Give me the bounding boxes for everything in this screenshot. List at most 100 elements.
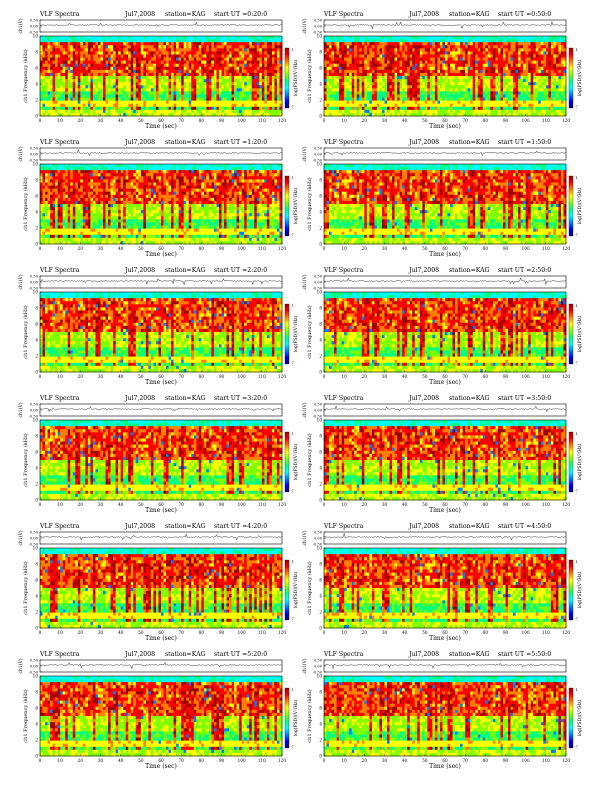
spectrogram-cell xyxy=(412,98,415,101)
spectrogram-cell xyxy=(332,70,335,73)
spectrogram-cell xyxy=(98,85,101,88)
spectrogram-cell xyxy=(372,70,375,73)
spectrogram-cell xyxy=(113,107,116,110)
spectrogram-cell xyxy=(420,76,423,79)
spectrogram-cell xyxy=(166,70,169,73)
spectrogram-cell xyxy=(359,73,362,76)
spectrogram-cell xyxy=(387,70,390,73)
spectrogram-cell xyxy=(249,110,252,113)
spectrogram-cell xyxy=(455,39,458,42)
spectrogram-cell xyxy=(470,107,473,110)
spectrogram-cell xyxy=(364,91,367,94)
spectrogram-cell xyxy=(453,107,456,110)
spectrogram-cell xyxy=(85,82,88,85)
spectrogram-cell xyxy=(453,98,456,101)
spectrogram-cell xyxy=(387,54,390,57)
spectrogram-cell xyxy=(179,61,182,64)
spectrogram-cell xyxy=(161,45,164,48)
spectrogram-cell xyxy=(493,61,496,64)
spectrogram-cell xyxy=(422,85,425,88)
spectrogram-cell xyxy=(374,107,377,110)
spectrogram-cell xyxy=(551,101,554,104)
colorbar-tick-bottom: -7 xyxy=(291,105,294,109)
spectrogram-cell xyxy=(453,58,456,61)
spectrogram-cell xyxy=(430,48,433,51)
spectrogram-cell xyxy=(211,76,214,79)
spectrogram-cell xyxy=(264,64,267,67)
spectrogram-cell xyxy=(334,91,337,94)
spectrogram-cell xyxy=(541,88,544,91)
spectrogram-cell xyxy=(432,82,435,85)
spectrogram-cell xyxy=(65,42,68,45)
spectrogram-cell xyxy=(485,39,488,42)
spectrogram-cell xyxy=(95,110,98,113)
spectrogram-cell xyxy=(516,61,519,64)
spectrogram-cell xyxy=(332,98,335,101)
spectrogram-cell xyxy=(189,61,192,64)
spectrogram-cell xyxy=(174,76,177,79)
spectrogram-cell xyxy=(400,88,403,91)
spectrogram-cell xyxy=(442,51,445,54)
spectrogram-cell xyxy=(199,64,202,67)
spectrogram-cell xyxy=(73,104,76,107)
spectrogram-cell xyxy=(277,67,280,70)
spectrogram-cell xyxy=(73,42,76,45)
spectrogram-cell xyxy=(259,107,262,110)
spectrogram-cell xyxy=(85,54,88,57)
spectrogram-cell xyxy=(219,61,222,64)
spectrogram-cell xyxy=(485,70,488,73)
spectrogram-cell xyxy=(402,36,405,39)
spectrogram-cell xyxy=(506,107,509,110)
spectrogram-cell xyxy=(164,67,167,70)
spectrogram-cell xyxy=(43,88,46,91)
spectrogram-cell xyxy=(490,70,493,73)
spectrogram-cell xyxy=(191,48,194,51)
spectrogram-cell xyxy=(490,48,493,51)
spectrogram-cell xyxy=(493,42,496,45)
spectrogram-cell xyxy=(392,42,395,45)
spectrogram-cell xyxy=(126,94,129,97)
spectrogram-cell xyxy=(80,98,83,101)
spectrogram-cell xyxy=(184,107,187,110)
spectrogram-cell xyxy=(536,79,539,82)
spectrogram-cell xyxy=(174,88,177,91)
spectrogram-cell xyxy=(176,54,179,57)
spectrogram-cell xyxy=(169,54,172,57)
spectrogram-cell xyxy=(548,45,551,48)
spectrogram-cell xyxy=(252,45,255,48)
spectrogram-cell xyxy=(247,88,250,91)
spectrogram-cell xyxy=(420,67,423,70)
spectrogram-cell xyxy=(377,104,380,107)
spectrogram-cell xyxy=(392,107,395,110)
spectrogram-cell xyxy=(128,42,131,45)
spectrogram-cell xyxy=(153,107,156,110)
spectrogram-cell xyxy=(506,98,509,101)
spectrogram-cell xyxy=(556,67,559,70)
spectrogram-cell xyxy=(518,94,521,97)
spectrogram-cell xyxy=(274,48,277,51)
spectrogram-cell xyxy=(400,76,403,79)
spectrogram-cell xyxy=(460,107,463,110)
spectrogram-cell xyxy=(106,79,109,82)
spectrogram-cell xyxy=(387,88,390,91)
spectrogram-cell xyxy=(111,101,114,104)
spectrogram-cell xyxy=(354,76,357,79)
spectrogram-cell xyxy=(556,70,559,73)
spectrogram-cell xyxy=(402,51,405,54)
spectrogram-cell xyxy=(362,85,365,88)
spectrogram-cell xyxy=(475,54,478,57)
spectrogram-cell xyxy=(521,54,524,57)
spectrogram-cell xyxy=(211,48,214,51)
spectrogram-cell xyxy=(473,88,476,91)
spectrogram-cell xyxy=(390,70,393,73)
spectrogram-cell xyxy=(184,67,187,70)
spectrogram-cell xyxy=(242,110,245,113)
spectrogram-cell xyxy=(214,107,217,110)
spectrogram-cell xyxy=(196,107,199,110)
spectrogram-cell xyxy=(548,36,551,39)
spectrogram-cell xyxy=(272,88,275,91)
spectrogram-cell xyxy=(435,94,438,97)
spectrogram-cell xyxy=(156,54,159,57)
spectrogram-cell xyxy=(349,67,352,70)
spectrogram-cell xyxy=(169,58,172,61)
